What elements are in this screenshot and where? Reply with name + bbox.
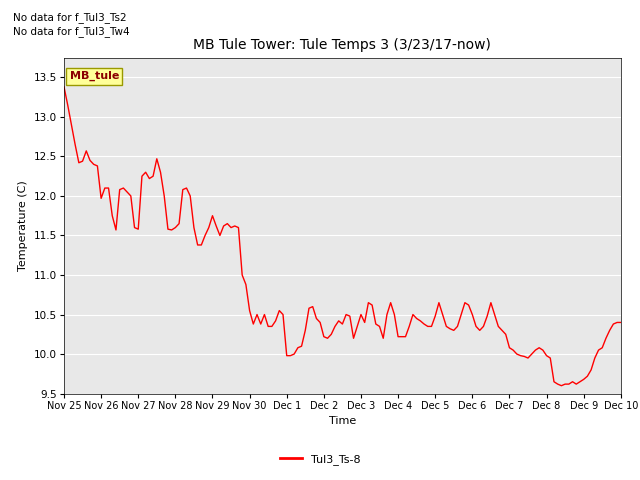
Y-axis label: Temperature (C): Temperature (C) [19,180,28,271]
Text: No data for f_Tul3_Tw4: No data for f_Tul3_Tw4 [13,26,129,37]
Legend: Tul3_Ts-8: Tul3_Ts-8 [275,450,365,469]
Title: MB Tule Tower: Tule Temps 3 (3/23/17-now): MB Tule Tower: Tule Temps 3 (3/23/17-now… [193,38,492,52]
Text: No data for f_Tul3_Ts2: No data for f_Tul3_Ts2 [13,12,127,23]
X-axis label: Time: Time [329,416,356,426]
Text: MB_tule: MB_tule [70,71,119,81]
